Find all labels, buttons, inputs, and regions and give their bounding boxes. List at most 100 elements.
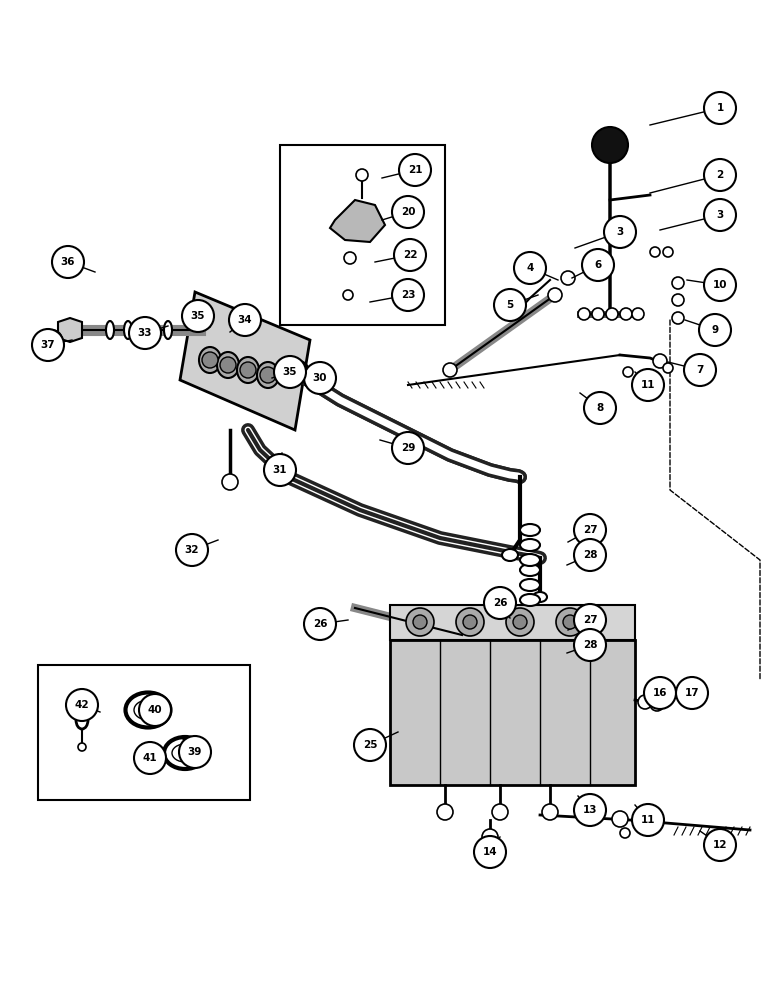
Circle shape <box>672 294 684 306</box>
Circle shape <box>437 804 453 820</box>
Circle shape <box>574 539 606 571</box>
Text: 11: 11 <box>641 815 655 825</box>
Ellipse shape <box>520 524 540 536</box>
Circle shape <box>653 354 667 368</box>
Circle shape <box>220 357 236 373</box>
Circle shape <box>129 317 161 349</box>
Text: 8: 8 <box>597 403 604 413</box>
Circle shape <box>650 247 660 257</box>
Circle shape <box>699 314 731 346</box>
Text: 6: 6 <box>594 260 601 270</box>
Circle shape <box>620 828 630 838</box>
Circle shape <box>632 369 664 401</box>
Circle shape <box>463 615 477 629</box>
Circle shape <box>623 367 633 377</box>
Text: 3: 3 <box>616 227 624 237</box>
Text: 32: 32 <box>185 545 199 555</box>
Text: 35: 35 <box>191 311 205 321</box>
Text: 41: 41 <box>143 753 157 763</box>
Circle shape <box>42 330 62 350</box>
Circle shape <box>139 694 171 726</box>
Text: 27: 27 <box>583 525 598 535</box>
Circle shape <box>676 677 708 709</box>
Bar <box>280 145 445 325</box>
Circle shape <box>584 392 616 424</box>
Circle shape <box>632 308 644 320</box>
Circle shape <box>506 608 534 636</box>
Circle shape <box>492 804 508 820</box>
Circle shape <box>556 608 584 636</box>
Circle shape <box>134 742 166 774</box>
Circle shape <box>574 604 606 636</box>
Circle shape <box>413 615 427 629</box>
Circle shape <box>482 829 498 845</box>
Ellipse shape <box>144 321 152 339</box>
Ellipse shape <box>520 579 540 591</box>
Circle shape <box>274 356 306 388</box>
Circle shape <box>672 277 684 289</box>
Text: 28: 28 <box>583 640 598 650</box>
Ellipse shape <box>502 549 518 561</box>
Circle shape <box>704 829 736 861</box>
Text: 16: 16 <box>653 688 667 698</box>
Circle shape <box>344 252 356 264</box>
Circle shape <box>484 587 516 619</box>
Circle shape <box>578 308 590 320</box>
Circle shape <box>229 304 261 336</box>
Circle shape <box>474 836 506 868</box>
Text: 35: 35 <box>283 367 297 377</box>
Text: 10: 10 <box>713 280 727 290</box>
Text: 26: 26 <box>313 619 327 629</box>
Text: 30: 30 <box>313 373 327 383</box>
Text: 26: 26 <box>493 598 507 608</box>
Ellipse shape <box>199 347 221 373</box>
Circle shape <box>672 312 684 324</box>
Circle shape <box>494 289 526 321</box>
Circle shape <box>354 729 386 761</box>
Circle shape <box>644 677 676 709</box>
Circle shape <box>574 629 606 661</box>
Circle shape <box>606 308 618 320</box>
Text: 13: 13 <box>583 805 598 815</box>
Polygon shape <box>58 318 82 342</box>
Text: 42: 42 <box>75 700 90 710</box>
Circle shape <box>260 367 276 383</box>
Circle shape <box>222 474 238 490</box>
Ellipse shape <box>164 321 172 339</box>
Circle shape <box>356 169 368 181</box>
Circle shape <box>392 279 424 311</box>
Text: 20: 20 <box>401 207 415 217</box>
Text: 34: 34 <box>238 315 252 325</box>
Circle shape <box>574 794 606 826</box>
Ellipse shape <box>520 539 540 551</box>
Ellipse shape <box>533 592 547 602</box>
Circle shape <box>663 363 673 373</box>
Circle shape <box>443 363 457 377</box>
Circle shape <box>514 252 546 284</box>
Circle shape <box>394 239 426 271</box>
Text: 22: 22 <box>403 250 417 260</box>
Text: 29: 29 <box>401 443 415 453</box>
Text: 1: 1 <box>716 103 723 113</box>
Circle shape <box>582 249 614 281</box>
Text: 17: 17 <box>685 688 699 698</box>
Circle shape <box>704 92 736 124</box>
Text: 40: 40 <box>147 705 162 715</box>
Ellipse shape <box>520 564 540 576</box>
Circle shape <box>399 154 431 186</box>
Circle shape <box>663 247 673 257</box>
Circle shape <box>32 329 64 361</box>
Text: 39: 39 <box>188 747 202 757</box>
Text: 36: 36 <box>61 257 75 267</box>
Circle shape <box>52 246 84 278</box>
Circle shape <box>638 695 652 709</box>
Circle shape <box>240 362 256 378</box>
Ellipse shape <box>217 352 239 378</box>
Circle shape <box>304 362 336 394</box>
Text: 12: 12 <box>713 840 727 850</box>
Circle shape <box>179 736 211 768</box>
Text: 23: 23 <box>401 290 415 300</box>
Text: 3: 3 <box>716 210 723 220</box>
Circle shape <box>563 615 577 629</box>
Circle shape <box>392 196 424 228</box>
